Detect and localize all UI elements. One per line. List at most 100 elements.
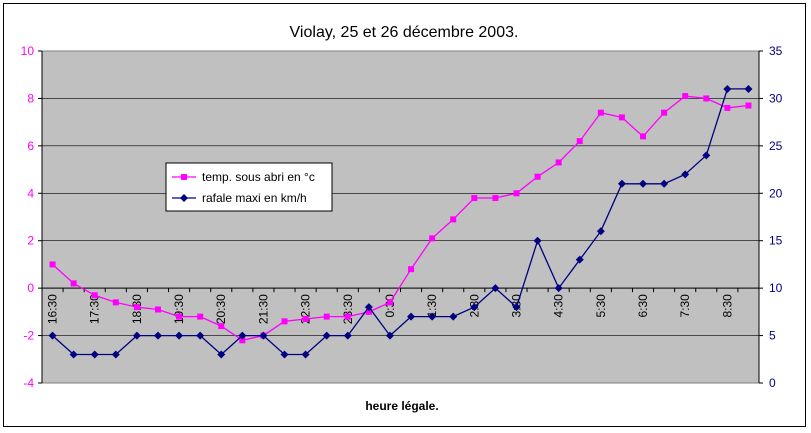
- series-2-point: [153, 331, 162, 340]
- series-2-point: [428, 312, 437, 321]
- series-2-point: [385, 331, 394, 340]
- series-1-point: [386, 299, 393, 306]
- x-tick-label: 1:30: [425, 294, 439, 318]
- x-tick-label: 22:30: [299, 294, 313, 324]
- left-tick-label: 2: [27, 234, 34, 248]
- series-2-point: [617, 179, 626, 188]
- series-2-point: [343, 331, 352, 340]
- x-tick-label: 21:30: [256, 294, 270, 324]
- right-tick-label: 15: [769, 234, 783, 248]
- series-layer: [48, 84, 753, 359]
- series-1-point: [576, 138, 583, 145]
- series-1-point: [218, 323, 225, 330]
- legend: temp. sous abri en °c rafale maxi en km/h: [165, 162, 333, 212]
- right-tick-label: 20: [769, 186, 783, 200]
- series-1-point: [661, 109, 668, 116]
- x-tick-label: 5:30: [594, 294, 608, 318]
- series-2-point: [69, 350, 78, 359]
- series-1-point: [555, 159, 562, 166]
- series-2-point: [702, 151, 711, 160]
- series-1-point: [70, 280, 77, 287]
- series-2-point: [491, 284, 500, 293]
- legend-swatch-marker: [180, 194, 188, 202]
- left-tick-label: -2: [23, 329, 34, 343]
- series-1-point: [344, 313, 351, 320]
- series-1-point: [703, 95, 710, 102]
- series-1-point: [281, 318, 288, 325]
- series-1-point: [197, 313, 204, 320]
- series-2-point: [90, 350, 99, 359]
- series-1-point: [471, 195, 478, 202]
- series-2-point: [470, 303, 479, 312]
- x-axis-label: heure légale.: [365, 399, 438, 413]
- series-1-point: [365, 308, 372, 315]
- legend-swatch-marker: [181, 174, 187, 180]
- series-2-point: [196, 331, 205, 340]
- plot-area: [41, 50, 760, 384]
- legend-label: temp. sous abri en °c: [202, 170, 315, 184]
- x-tick-label: 17:30: [88, 294, 102, 324]
- chart-frame: Violay, 25 et 26 décembre 2003. -4 -2 0 2 4 6…: [3, 3, 806, 427]
- series-line-1: [52, 95, 749, 341]
- legend-box: [165, 162, 333, 212]
- left-tick-label: 4: [27, 186, 34, 200]
- series-2-point: [512, 303, 521, 312]
- x-tick-label: 7:30: [678, 294, 692, 318]
- x-tick-label: 16:30: [46, 294, 60, 324]
- series-1-point: [176, 313, 183, 320]
- right-tick-label: 25: [769, 139, 783, 153]
- series-1-point: [408, 266, 415, 273]
- right-tick-label: 10: [769, 281, 783, 295]
- series-1-point: [133, 304, 140, 311]
- x-tick-label: 8:30: [720, 294, 734, 318]
- left-tick-label: 6: [27, 139, 34, 153]
- series-2-point: [723, 84, 732, 93]
- series-1-point: [429, 235, 436, 242]
- series-2-point: [175, 331, 184, 340]
- series-line-2: [52, 88, 749, 356]
- series-1-point: [745, 102, 752, 109]
- series-2-point: [596, 227, 605, 236]
- series-1-point: [682, 93, 689, 100]
- series-2-point: [111, 350, 120, 359]
- series-1-point: [323, 313, 330, 320]
- x-tick-label: 23:30: [341, 294, 355, 324]
- series-2-point: [322, 331, 331, 340]
- series-2-point: [280, 350, 289, 359]
- series-1-point: [534, 173, 541, 180]
- series-2-point: [48, 331, 57, 340]
- series-2-point: [259, 331, 268, 340]
- series-2-point: [660, 179, 669, 188]
- series-2-point: [554, 284, 563, 293]
- legend-label: rafale maxi en km/h: [202, 191, 307, 205]
- series-1-point: [154, 306, 161, 313]
- series-1-point: [112, 299, 119, 306]
- chart-title: Violay, 25 et 26 décembre 2003.: [290, 24, 519, 41]
- series-1-point: [640, 133, 647, 140]
- chart-svg: Violay, 25 et 26 décembre 2003. -4 -2 0 2 4 6…: [21, 24, 783, 413]
- right-tick-label: 30: [769, 91, 783, 105]
- series-2-point: [533, 236, 542, 245]
- series-1-point: [49, 261, 56, 268]
- series-2-point: [238, 331, 247, 340]
- right-tick-label: 5: [769, 329, 776, 343]
- series-2-point: [681, 170, 690, 179]
- series-2-point: [132, 331, 141, 340]
- right-tick-label: 0: [769, 376, 776, 390]
- left-tick-label: 0: [27, 281, 34, 295]
- x-tick-label: 4:30: [552, 294, 566, 318]
- x-tick-label: 0:30: [383, 294, 397, 318]
- series-1-point: [618, 114, 625, 121]
- series-2-point: [407, 312, 416, 321]
- series-1-point: [492, 195, 499, 202]
- series-1-point: [513, 190, 520, 197]
- x-tick-label: 6:30: [636, 294, 650, 318]
- right-y-axis: 0 5 10 15 20 25 30 35: [758, 44, 783, 390]
- series-2-point: [301, 350, 310, 359]
- series-1-point: [724, 104, 731, 111]
- series-2-point: [449, 312, 458, 321]
- series-2-point: [639, 179, 648, 188]
- left-tick-label: 10: [21, 44, 35, 58]
- left-tick-label: 8: [27, 91, 34, 105]
- series-2-point: [217, 350, 226, 359]
